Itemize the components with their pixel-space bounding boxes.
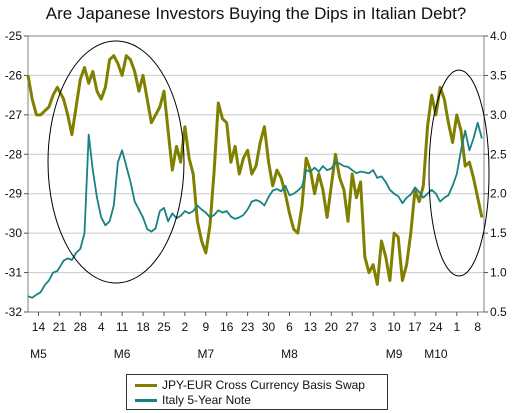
month-label: M7: [197, 347, 214, 361]
legend-item-italy-note: Italy 5-Year Note: [135, 393, 251, 407]
x-tick-label: 13: [304, 320, 318, 334]
right-tick-label: 4.0: [490, 29, 507, 43]
right-axis: 4.0 3.5 3.0 2.5 2.0 1.5 1.0 0.5: [484, 29, 507, 319]
x-tick-label: 23: [241, 320, 255, 334]
legend: JPY-EUR Cross Currency Basis Swap Italy …: [126, 374, 388, 410]
right-tick-label: 0.5: [490, 305, 507, 319]
x-tick-label: 25: [157, 320, 171, 334]
left-tick-label: -27: [5, 108, 23, 122]
left-tick-label: -25: [5, 29, 23, 43]
x-tick-label: 17: [408, 320, 422, 334]
x-tick-label: 9: [202, 320, 209, 334]
annotation-ellipse-right: [428, 69, 490, 277]
legend-label-basis-swap: JPY-EUR Cross Currency Basis Swap: [162, 378, 365, 392]
x-tick-label: 24: [429, 320, 443, 334]
right-tick-label: 3.5: [490, 68, 507, 82]
x-tick-label: 6: [286, 320, 293, 334]
month-label: M5: [30, 347, 47, 361]
month-label: M9: [386, 347, 403, 361]
right-tick-label: 1.5: [490, 226, 507, 240]
legend-swatch-basis-swap: [135, 383, 157, 387]
legend-swatch-italy-note: [135, 398, 157, 402]
x-tick-label: 16: [220, 320, 234, 334]
gridlines: [28, 74, 484, 274]
x-tick-label: 20: [325, 320, 339, 334]
right-tick-label: 3.0: [490, 108, 507, 122]
plot-frame: [27, 35, 485, 313]
right-tick-label: 2.5: [490, 147, 507, 161]
x-tick-label: 10: [387, 320, 401, 334]
series-line-italy-note: [27, 121, 483, 299]
left-tick-label: -26: [5, 68, 23, 82]
series-layer: [26, 54, 484, 299]
x-tick-label: 2: [182, 320, 189, 334]
x-axis: 14 21 28 4 11 18 25 2 9 16 23 30 6 13 20 27 3 10 17 24 1 8M5 M…: [30, 312, 481, 361]
left-tick-label: -30: [5, 226, 23, 240]
x-tick-label: 27: [346, 320, 360, 334]
x-tick-label: 11: [116, 320, 129, 334]
left-tick-label: -32: [5, 305, 23, 319]
x-tick-label: 21: [53, 320, 67, 334]
right-tick-label: 2.0: [490, 187, 507, 201]
month-label: M8: [281, 347, 298, 361]
legend-label-italy-note: Italy 5-Year Note: [162, 393, 251, 407]
x-tick-label: 14: [32, 320, 46, 334]
x-tick-label: 18: [136, 320, 150, 334]
right-tick-label: 1.0: [490, 266, 507, 280]
x-tick-label: 3: [370, 320, 377, 334]
series-line-basis-swap: [26, 54, 484, 286]
chart-title: Are Japanese Investors Buying the Dips i…: [45, 4, 467, 23]
x-tick-label: 1: [453, 320, 460, 334]
x-tick-label: 8: [474, 320, 481, 334]
left-tick-label: -28: [5, 147, 23, 161]
left-tick-label: -31: [5, 266, 23, 280]
x-tick-label: 28: [74, 320, 88, 334]
left-tick-label: -29: [5, 187, 23, 201]
month-label: M10: [424, 347, 448, 361]
left-axis: -25 -26 -27 -28 -29 -30 -31 -32: [5, 29, 28, 319]
annotation-ellipse-left: [47, 40, 185, 284]
x-tick-label: 4: [98, 320, 105, 334]
month-label: M6: [114, 347, 131, 361]
legend-item-basis-swap: JPY-EUR Cross Currency Basis Swap: [135, 378, 365, 392]
x-tick-label: 30: [262, 320, 276, 334]
